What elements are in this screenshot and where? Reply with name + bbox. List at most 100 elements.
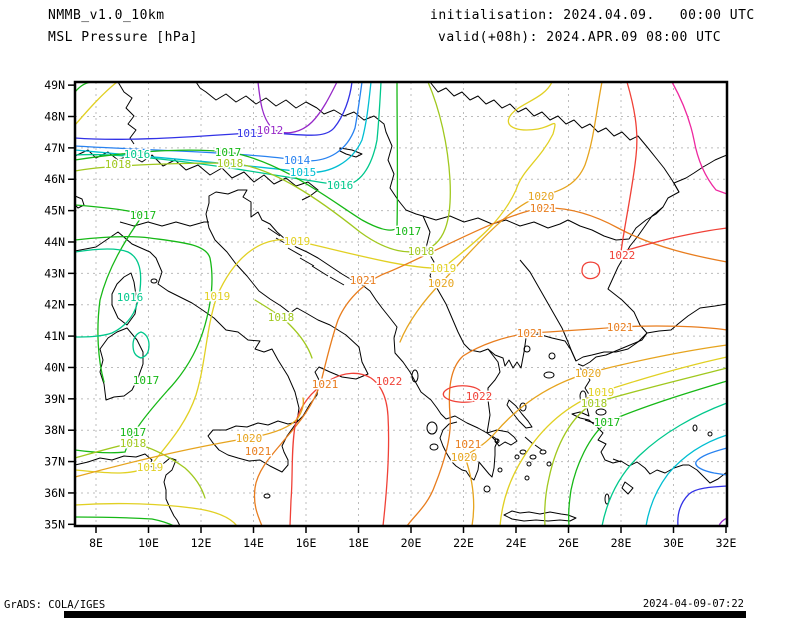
contour-1022-30 xyxy=(581,261,601,280)
island-ikaria xyxy=(584,419,595,424)
contour-label-1019-16: 1019 xyxy=(204,290,231,303)
contour-label-1018-17: 1018 xyxy=(268,311,295,324)
coast-crete xyxy=(503,510,577,522)
contour-label-1020-37: 1020 xyxy=(236,432,263,445)
contour-label-1018-11: 1018 xyxy=(408,245,435,258)
contour-label-1019-30: 1019 xyxy=(588,386,615,399)
contour-label-1013-0: 1013 xyxy=(237,127,264,140)
contour-label-1021-25: 1021 xyxy=(312,378,339,391)
island-aegina xyxy=(494,438,500,444)
island-chios xyxy=(579,390,587,402)
contour-1022-29 xyxy=(442,385,483,403)
island-tinos xyxy=(534,444,543,451)
coast-peloponnese xyxy=(439,421,499,481)
contour-1016-22 xyxy=(601,402,728,527)
border-top-left xyxy=(195,81,318,109)
contour-label-1019-12: 1019 xyxy=(430,262,457,275)
island-cyclades-5 xyxy=(546,461,552,467)
contour-label-1021-23: 1021 xyxy=(517,327,544,340)
coast-north-africa xyxy=(74,453,181,527)
contour-1013-25 xyxy=(677,485,728,527)
x-axis-label-20E: 20E xyxy=(401,536,422,550)
contour-1018-20 xyxy=(543,367,728,527)
island-santorini xyxy=(524,475,530,481)
model-title: NMMB_v1.0_10km xyxy=(48,8,165,23)
y-axis-label-36N: 36N xyxy=(44,486,65,500)
contour-1015-3 xyxy=(74,81,372,174)
river-danube xyxy=(316,107,664,241)
bottom-bar xyxy=(64,611,746,618)
contour-label-1020-29: 1020 xyxy=(575,367,602,380)
contour-label-1020-28: 1020 xyxy=(451,451,478,464)
contour-1020-34 xyxy=(74,397,304,478)
field-title: MSL Pressure [hPa] xyxy=(48,30,198,45)
contour-label-1017-10: 1017 xyxy=(395,225,422,238)
island-lemnos xyxy=(543,371,555,379)
y-axis-label-43N: 43N xyxy=(44,266,65,280)
island-karpathos xyxy=(604,493,610,505)
contour-label-1019-36: 1019 xyxy=(137,461,164,474)
y-axis-label-40N: 40N xyxy=(44,360,65,374)
river-vardar xyxy=(422,215,489,353)
island-cyclades-4 xyxy=(526,461,532,467)
contour-1023-27 xyxy=(671,81,728,195)
contour-label-1021-27: 1021 xyxy=(455,438,482,451)
contour-label-1022-24: 1022 xyxy=(376,375,403,388)
island-thasos xyxy=(523,345,531,353)
contour-label-1022-26: 1022 xyxy=(466,390,493,403)
contour-label-1017-32: 1017 xyxy=(594,416,621,429)
island-cyclades-2 xyxy=(529,454,537,460)
contour-1021-17 xyxy=(406,325,728,527)
border-carpathia xyxy=(429,81,680,193)
contour-label-1021-38: 1021 xyxy=(245,445,272,458)
contour-label-1017-9: 1017 xyxy=(130,209,157,222)
island-cyclades-1 xyxy=(519,449,527,455)
y-axis-label-45N: 45N xyxy=(44,204,65,218)
contour-1017-5 xyxy=(74,81,399,231)
coast-greece-north xyxy=(486,154,728,434)
contour-label-1018-4: 1018 xyxy=(217,157,244,170)
contour-1019-13 xyxy=(74,81,556,474)
coast-sicily xyxy=(207,420,298,473)
grid-lines xyxy=(75,82,727,526)
coast-italy-adriatic-blacksea xyxy=(74,189,518,447)
contour-1012-0 xyxy=(257,81,338,134)
valid-time-label: valid(+08h): 2024.APR.09 08:00 UTC xyxy=(438,30,722,45)
contour-label-1016-2: 1016 xyxy=(124,148,151,161)
islet-dalmatia-6 xyxy=(329,276,345,286)
island-andros xyxy=(524,436,534,445)
contour-1017-35 xyxy=(74,516,175,527)
contour-label-1017-33: 1017 xyxy=(133,374,160,387)
y-axis-label-47N: 47N xyxy=(44,141,65,155)
islet-dalmatia-3 xyxy=(287,247,303,257)
contour-1016-4 xyxy=(74,81,382,186)
island-samothraki xyxy=(548,352,556,360)
contour-label-1015-7: 1015 xyxy=(290,166,317,179)
y-axis-label-38N: 38N xyxy=(44,423,65,437)
islet-dalmatia-4 xyxy=(299,257,315,267)
contour-1018-14 xyxy=(254,299,313,359)
island-lesbos xyxy=(581,367,597,377)
contour-1016-12 xyxy=(132,331,150,359)
contour-1014-2 xyxy=(74,81,363,162)
contour-1017-9 xyxy=(74,204,144,383)
init-time-label: initialisation: 2024.04.09. 00:00 UTC xyxy=(430,8,755,23)
border-nw-corner xyxy=(117,81,137,145)
island-rhodes xyxy=(621,481,634,495)
contour-label-1019-13: 1019 xyxy=(284,235,311,248)
island-samos xyxy=(595,408,607,416)
contour-label-1021-20: 1021 xyxy=(530,202,557,215)
x-axis-label-28E: 28E xyxy=(611,536,632,550)
island-corfu xyxy=(411,369,419,383)
contour-label-1016-18: 1016 xyxy=(117,291,144,304)
x-axis-label-14E: 14E xyxy=(243,536,264,550)
contour-1019-19 xyxy=(499,356,728,527)
river-maritsa xyxy=(519,259,577,362)
contour-label-1020-19: 1020 xyxy=(528,190,555,203)
y-axis-label-46N: 46N xyxy=(44,172,65,186)
y-axis-label-39N: 39N xyxy=(44,392,65,406)
x-axis-label-24E: 24E xyxy=(506,536,527,550)
island-kos xyxy=(612,458,622,463)
contour-1017-21 xyxy=(567,380,728,527)
